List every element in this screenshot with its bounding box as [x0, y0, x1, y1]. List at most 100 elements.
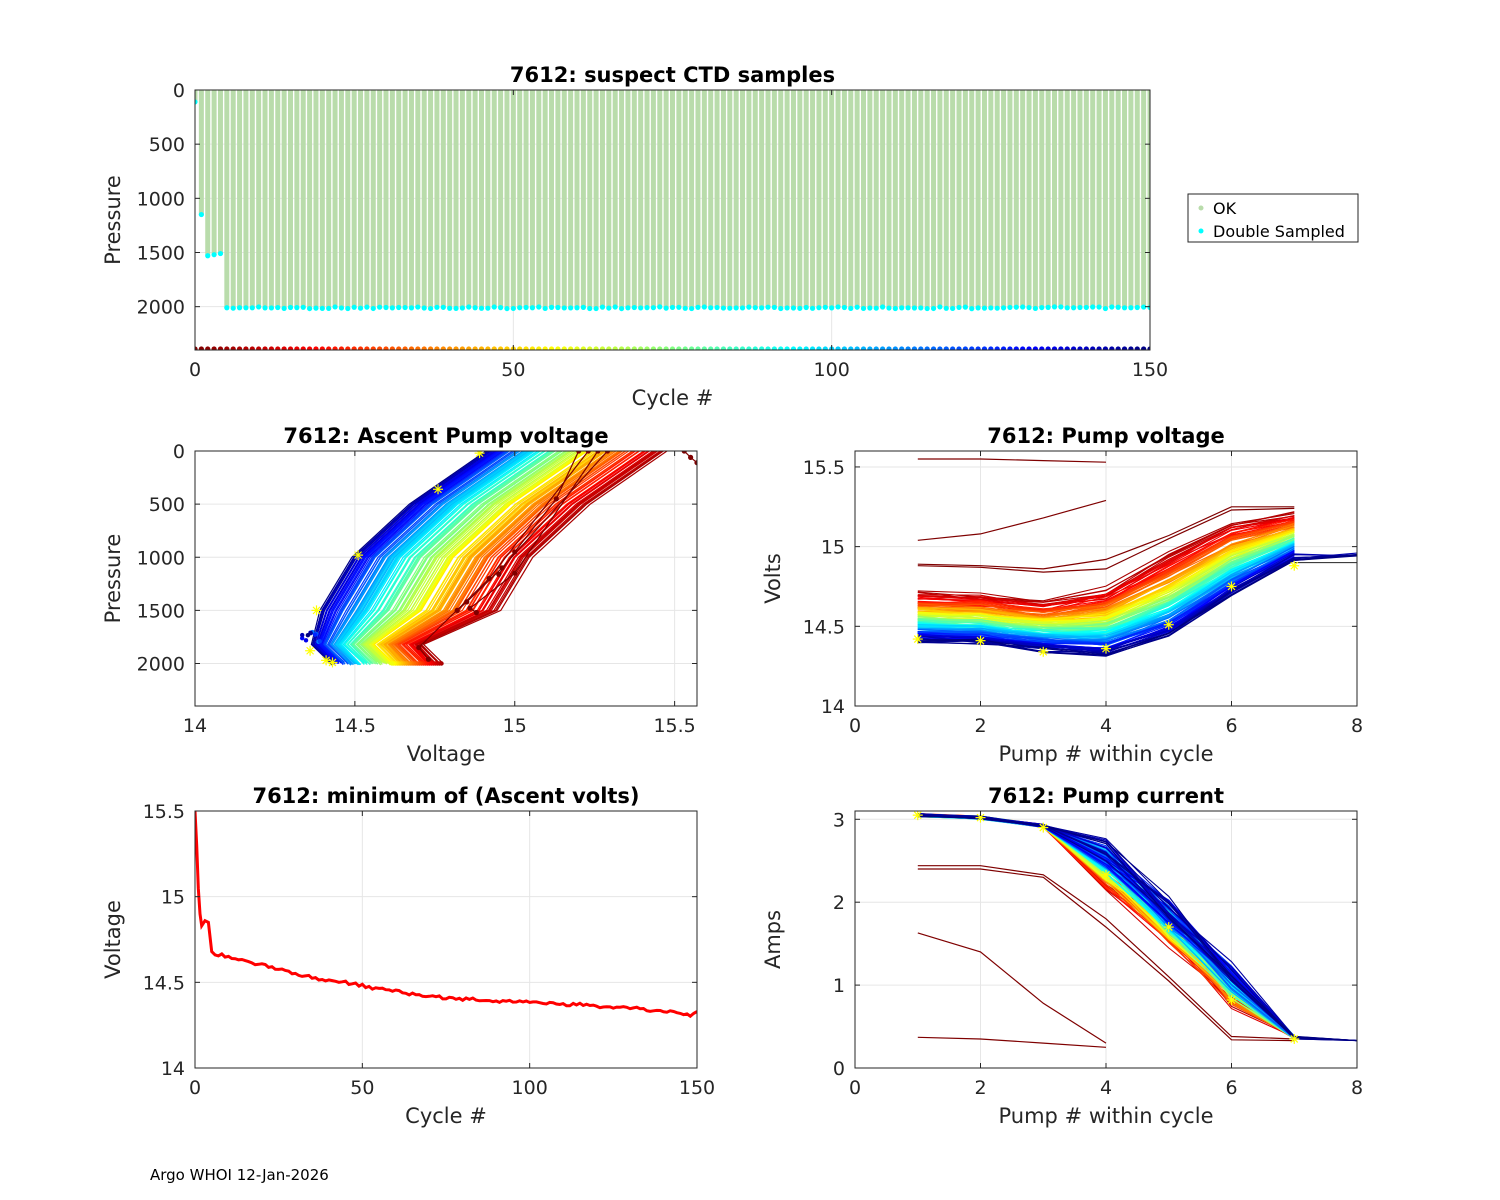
cycle-color-dot — [599, 346, 606, 350]
cycle-color-dot — [841, 346, 847, 350]
cycle-color-dot — [1115, 346, 1121, 350]
cycle-color-dot — [313, 346, 319, 350]
cycle-color-dot — [765, 346, 771, 350]
x-tick-label: 15.5 — [653, 715, 695, 737]
ascent-outlier-dot — [585, 451, 591, 454]
double-sampled-point — [249, 305, 255, 311]
ascent-profile-line — [311, 451, 489, 666]
cycle-color-dot — [345, 346, 351, 350]
ascent-profile-line — [398, 451, 629, 665]
double-sampled-point — [727, 305, 733, 311]
cycle-color-dot — [408, 346, 415, 350]
legend-box — [1187, 193, 1359, 243]
cycle-color-dot — [351, 346, 357, 350]
cycle-color-dot — [529, 346, 536, 350]
cycle-color-dot — [485, 346, 491, 350]
y-axis-label: Voltage — [101, 900, 125, 979]
y-tick-label: 0 — [173, 80, 185, 102]
ascent-profile-line — [386, 451, 610, 666]
pump-current-yellow-marker — [912, 811, 923, 821]
cycle-color-dot — [1039, 346, 1045, 350]
y-tick-label: 500 — [149, 494, 185, 516]
x-tick-label: 4 — [1100, 715, 1112, 737]
ascent-profile-line — [394, 451, 622, 665]
ascent-end-dot — [312, 632, 318, 637]
double-sampled-point — [854, 304, 860, 310]
marker-stroke — [1227, 582, 1236, 591]
pump-voltage-line — [917, 520, 1295, 613]
pump-voltage-line — [917, 554, 1357, 656]
ascent-profile-line — [408, 451, 644, 666]
double-sampled-point — [408, 305, 415, 311]
y-tick-label: 1000 — [137, 188, 185, 210]
double-sampled-point — [287, 304, 294, 311]
double-sampled-point — [848, 305, 854, 312]
ascent-profile-line — [366, 451, 578, 664]
double-sampled-point — [784, 305, 790, 311]
double-sampled-point — [195, 99, 198, 105]
double-sampled-point — [689, 305, 695, 312]
cycle-color-dot — [434, 346, 440, 350]
cycle-color-dot — [962, 346, 968, 350]
ascent-outlier-dot — [464, 599, 470, 605]
marker-stroke — [913, 635, 922, 643]
double-sampled-point — [377, 304, 383, 310]
ascent-voltage-chart: 14 14.5 15 15.5 0 500 1000 1500 2000 7612: Ascent… — [101, 424, 698, 766]
double-sampled-point — [555, 304, 561, 311]
cycle-color-dot — [472, 346, 478, 350]
ascent-outlier-dot — [499, 565, 505, 571]
cycle-color-dot — [574, 346, 580, 350]
cycle-color-dot — [778, 346, 784, 350]
cycle-color-dot — [644, 346, 650, 350]
x-tick-label: 150 — [679, 1077, 715, 1099]
double-sampled-point — [548, 304, 555, 310]
double-sampled-point — [708, 305, 714, 311]
ascent-outlier-line — [417, 451, 589, 660]
ascent-outlier-dot — [512, 549, 518, 555]
marker-stroke — [976, 636, 985, 645]
ascent-profile-line — [339, 451, 534, 666]
marker-stroke — [1227, 996, 1236, 1004]
cycle-color-dot — [689, 346, 695, 350]
ascent-outlier-dot — [576, 451, 582, 454]
ascent-profile-line — [390, 451, 617, 665]
chart-title: 7612: minimum of (Ascent volts) — [252, 784, 639, 808]
y-axis-label: Amps — [761, 910, 785, 969]
cycle-color-dot — [396, 346, 402, 350]
ascent-yellow-marker — [474, 451, 485, 459]
ascent-profile-line — [333, 451, 524, 666]
cycle-color-dot — [1134, 346, 1140, 350]
cycle-color-dot — [1071, 346, 1077, 350]
pump-current-yellow-marker — [1101, 869, 1111, 880]
double-sampled-point — [224, 305, 230, 311]
cycle-color-dot — [198, 346, 204, 350]
x-axis-label: Pump # within cycle — [999, 1104, 1214, 1128]
marker-stroke — [1164, 923, 1173, 931]
double-sampled-point — [1115, 304, 1121, 310]
double-sampled-point — [587, 305, 593, 312]
double-sampled-point — [797, 305, 803, 311]
ascent-profile-line — [346, 451, 545, 665]
cycle-color-dot — [606, 346, 612, 350]
x-tick-label: 0 — [189, 359, 201, 381]
ascent-profile-line — [318, 451, 499, 665]
ascent-outlier-line — [498, 451, 580, 575]
double-sampled-point — [975, 305, 981, 311]
cycle-color-dot — [867, 346, 873, 350]
plot-layer — [912, 811, 1357, 1048]
legend-ok-marker — [1198, 205, 1204, 211]
cycle-color-dot — [326, 346, 332, 350]
cycle-color-dot — [790, 346, 797, 350]
cycle-color-dot — [517, 346, 523, 350]
double-sampled-point — [453, 305, 459, 311]
marker-stroke — [1039, 823, 1048, 832]
ascent-profile-line — [383, 451, 604, 666]
cycle-color-dot — [491, 346, 497, 350]
double-sampled-point — [300, 304, 306, 310]
cycle-color-dot — [905, 346, 911, 350]
cycle-color-dot — [803, 346, 809, 350]
y-tick-label: 15 — [161, 887, 185, 909]
x-axis-label: Cycle # — [405, 1104, 487, 1128]
axes-box — [194, 450, 698, 707]
